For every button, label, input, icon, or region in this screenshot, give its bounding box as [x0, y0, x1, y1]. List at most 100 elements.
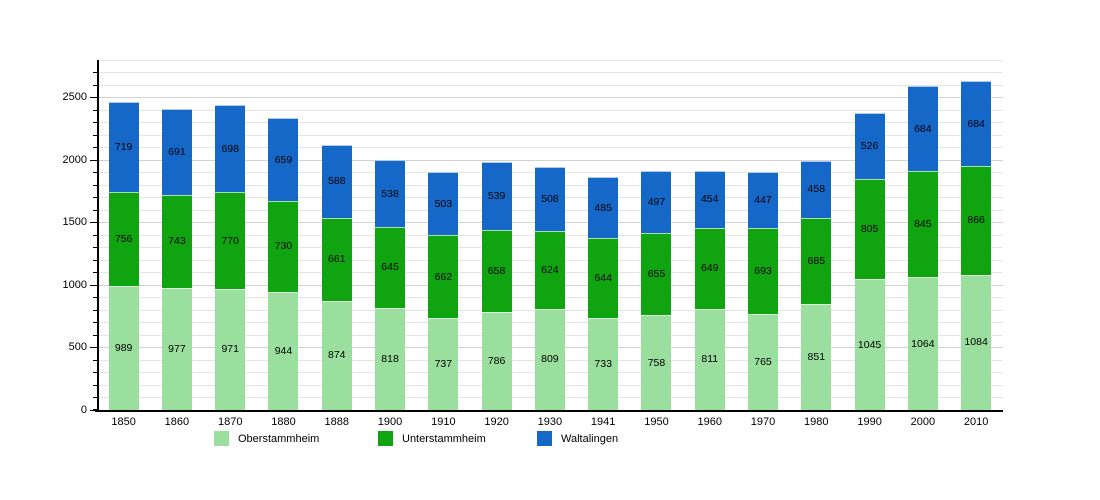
waltalingen-color-swatch	[537, 431, 552, 446]
legend-label-oberstammheim: Oberstammheim	[238, 432, 320, 445]
bar-segment-unterstammheim-1990: 805	[854, 178, 885, 280]
bar-segment-oberstammheim-1980: 851	[801, 303, 832, 410]
bar-value-label: 684	[967, 117, 985, 130]
x-axis-tick-label: 1860	[164, 416, 190, 428]
y-axis-tick	[93, 359, 97, 361]
bar-value-label: 765	[754, 356, 772, 369]
bar-1990: 526 805 1045 1990	[854, 113, 885, 428]
legend-item-waltalingen: Waltalingen	[537, 431, 618, 446]
bar-value-label: 786	[487, 354, 506, 367]
bar-value-label: 733	[594, 358, 612, 371]
bar-1888: 588 661 874 1888	[321, 144, 352, 428]
bar-segment-waltalingen-1870: 698	[215, 105, 246, 193]
x-axis-tick-label: 1980	[804, 416, 829, 428]
bar-value-label: 811	[701, 353, 719, 366]
bar-value-label: 818	[381, 352, 399, 365]
bar-value-label: 743	[168, 235, 186, 248]
bar-segment-unterstammheim-1910: 662	[428, 235, 459, 318]
gridline	[97, 159, 1003, 161]
bar-1910: 503 662 737 1910	[428, 172, 459, 428]
y-axis-tick-label: 1000	[62, 278, 87, 291]
y-axis-tick	[93, 72, 97, 73]
bar-value-label: 645	[381, 261, 399, 274]
bar-segment-oberstammheim-1910: 737	[428, 317, 459, 410]
bar-value-label: 1045	[857, 338, 882, 351]
y-axis-tick-label: 1500	[62, 216, 87, 228]
bar-segment-waltalingen-1860: 691	[161, 108, 192, 195]
x-axis-tick-label: 1941	[590, 416, 616, 428]
bar-segment-unterstammheim-2000: 845	[907, 171, 938, 277]
bar-value-label: 770	[221, 234, 239, 247]
x-axis-tick-label: 1900	[377, 416, 403, 428]
x-axis-tick-label: 1888	[324, 416, 350, 428]
bar-segment-oberstammheim-1950: 758	[641, 315, 672, 410]
bar-1980: 458 685 851 1980	[801, 160, 832, 428]
bar-value-label: 758	[647, 356, 666, 369]
gridline	[97, 97, 1003, 98]
bar-segment-waltalingen-1888: 588	[321, 144, 352, 219]
bar-segment-waltalingen-1950: 497	[641, 171, 672, 234]
bar-value-label: 698	[221, 142, 239, 155]
bar-value-label: 649	[700, 262, 719, 275]
bar-segment-oberstammheim-1920: 786	[481, 311, 512, 410]
bar-value-label: 661	[328, 253, 346, 266]
bar-value-label: 989	[114, 342, 133, 355]
y-axis-tick	[90, 159, 97, 161]
bar-value-label: 539	[487, 189, 506, 202]
bar-1930: 508 624 809 1930	[534, 167, 565, 428]
legend-label-unterstammheim: Unterstammheim	[402, 432, 486, 445]
x-axis-tick-label: 1920	[484, 416, 509, 428]
bar-value-label: 526	[860, 139, 879, 152]
bar-1900: 538 645 818 1900	[375, 159, 406, 428]
bar-segment-oberstammheim-1880: 944	[268, 292, 299, 410]
bar-value-label: 1064	[911, 337, 935, 350]
legend-item-unterstammheim: Unterstammheim	[378, 431, 486, 446]
x-axis-tick-label: 1910	[431, 416, 456, 428]
bar-value-label: 503	[434, 197, 453, 210]
y-axis-tick-label: 0	[80, 403, 87, 416]
bar-value-label: 508	[541, 193, 559, 206]
bar-segment-waltalingen-2000: 684	[907, 85, 938, 172]
y-axis-tick	[93, 384, 97, 386]
bar-segment-waltalingen-1910: 503	[428, 172, 459, 236]
x-axis-tick-label: 1970	[750, 416, 776, 428]
bar-value-label: 737	[434, 357, 453, 370]
bar-segment-oberstammheim-1930: 809	[534, 308, 565, 410]
bar-segment-unterstammheim-1870: 770	[215, 192, 246, 289]
bar-2010: 684 866 1084 2010	[961, 80, 992, 428]
bar-value-label: 1084	[964, 336, 988, 349]
gridline	[97, 59, 1003, 61]
bar-value-label: 851	[807, 350, 826, 363]
bar-segment-waltalingen-1980: 458	[801, 160, 832, 218]
bar-segment-waltalingen-2010: 684	[961, 80, 992, 167]
bar-value-label: 805	[860, 223, 879, 236]
bar-value-label: 845	[914, 218, 932, 231]
x-axis-tick-label: 1990	[857, 416, 882, 428]
bar-value-label: 691	[168, 145, 186, 158]
bar-segment-oberstammheim-1860: 977	[161, 287, 192, 410]
bar-segment-unterstammheim-1950: 655	[641, 233, 672, 316]
bar-value-label: 809	[541, 353, 559, 366]
bar-segment-unterstammheim-1860: 743	[161, 195, 192, 288]
bar-value-label: 624	[541, 263, 559, 276]
y-axis-tick	[93, 247, 97, 248]
x-axis-tick-label: 1870	[217, 416, 243, 428]
bar-segment-oberstammheim-1900: 818	[375, 307, 406, 410]
bar-value-label: 684	[914, 122, 932, 135]
y-axis-tick-label: 500	[68, 341, 87, 353]
bar-segment-unterstammheim-1960: 649	[694, 227, 725, 309]
legend-label-waltalingen: Waltalingen	[561, 432, 619, 445]
bar-segment-oberstammheim-1870: 971	[215, 288, 246, 410]
bar-segment-oberstammheim-1970: 765	[748, 314, 779, 410]
x-axis-tick-label: 1930	[537, 416, 563, 428]
legend: Oberstammheim Unterstammheim Waltalingen	[0, 431, 1100, 451]
bar-segment-waltalingen-1850: 719	[108, 102, 139, 192]
y-axis-tick	[93, 397, 97, 398]
bar-segment-unterstammheim-1970: 693	[748, 227, 779, 315]
y-axis-tick	[93, 322, 97, 323]
bar-segment-oberstammheim-2000: 1064	[907, 277, 938, 410]
x-axis-tick-label: 1950	[644, 416, 669, 428]
plot-area: 0 500 1000 1500 2000 2500 719 756 989 1850 691 743…	[63, 59, 1003, 428]
y-axis-tick-label: 2000	[62, 153, 87, 166]
bar-segment-waltalingen-1930: 508	[534, 167, 565, 231]
